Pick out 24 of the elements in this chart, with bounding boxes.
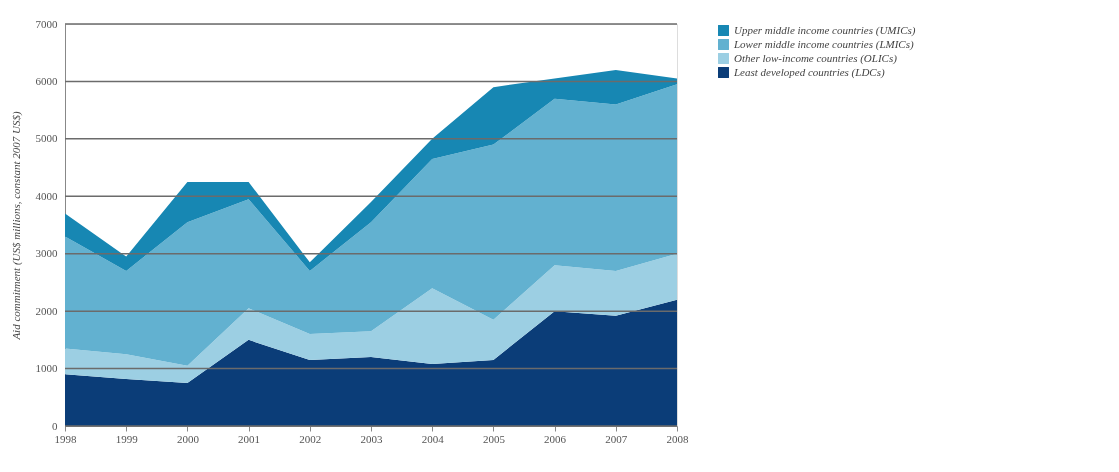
x-tick-label: 2004: [421, 432, 445, 445]
legend-label: Lower middle income countries (LMICs): [733, 37, 914, 51]
x-tick-label: 2006: [544, 432, 567, 445]
y-tick-label: 6000: [35, 74, 58, 87]
y-tick-label: 5000: [35, 132, 58, 145]
y-tick-label: 7000: [35, 17, 58, 30]
x-tick-label: 1999: [115, 432, 139, 445]
x-tick-label: 2008: [666, 432, 689, 445]
legend-label: Other low-income countries (OLICs): [734, 51, 898, 65]
x-tick-label: 2005: [482, 432, 506, 445]
legend-label: Upper middle income countries (UMICs): [734, 23, 916, 37]
x-tick-label: 2000: [176, 432, 200, 445]
y-tick-label: 2000: [35, 304, 58, 317]
x-tick-label: 2003: [360, 432, 383, 445]
legend-label: Least developed countries (LDCs): [733, 65, 885, 79]
x-tick-label: 2002: [299, 432, 322, 445]
x-tick-label: 1998: [54, 432, 77, 445]
x-tick-label: 2001: [238, 432, 261, 445]
y-tick-label: 4000: [35, 189, 58, 202]
y-tick-label: 1000: [35, 362, 58, 375]
y-axis-title: Aid commitment (US$ millions, constant 2007 US$): [9, 111, 23, 341]
x-tick-label: 2007: [605, 432, 628, 445]
y-tick-label: 0: [52, 419, 58, 432]
y-tick-label: 3000: [35, 247, 58, 260]
